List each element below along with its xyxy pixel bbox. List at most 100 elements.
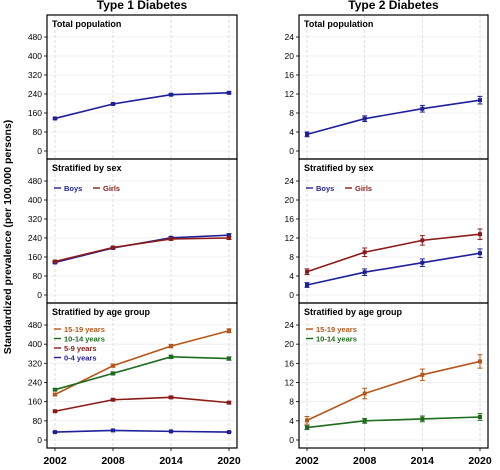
data-point <box>111 363 115 368</box>
data-point <box>53 116 57 121</box>
series-girls <box>304 228 483 276</box>
x-tick-label: 2002 <box>43 455 67 467</box>
y-tick-label: 16 <box>285 214 295 224</box>
legend-label: Boys <box>64 184 82 193</box>
series-line <box>54 237 230 263</box>
data-point <box>227 233 231 238</box>
data-point <box>478 232 482 237</box>
data-point <box>420 372 425 377</box>
series-line <box>54 92 230 120</box>
data-point <box>111 397 115 402</box>
y-tick-label: 4 <box>289 271 294 281</box>
panel-frame <box>298 302 489 449</box>
panel-title: Stratified by sex <box>52 163 122 173</box>
series-line <box>306 233 481 273</box>
y-tick-label: 400 <box>28 339 42 349</box>
x-tick-label: 2002 <box>295 455 319 467</box>
data-point <box>227 430 231 435</box>
y-tick-label: 480 <box>28 32 42 42</box>
y-tick-label: 24 <box>285 32 295 42</box>
x-tick-label: 2020 <box>217 455 241 467</box>
data-point <box>227 328 231 333</box>
data-point <box>362 270 367 275</box>
series-line <box>306 360 481 422</box>
column-title: Type 2 Diabetes <box>348 0 439 12</box>
series-line <box>306 252 481 286</box>
data-point <box>478 415 482 419</box>
y-tick-label: 4 <box>289 416 294 426</box>
y-tick-label: 80 <box>33 416 43 426</box>
y-tick-label: 160 <box>28 108 42 118</box>
data-point <box>305 418 309 423</box>
y-tick-label: 480 <box>28 320 42 330</box>
series-girls <box>52 236 232 264</box>
data-point <box>305 283 309 288</box>
panel-type2-age: Stratified by age group 0 4 8 12 16 20 24 2002 20… <box>285 302 492 467</box>
series-total <box>52 90 232 121</box>
legend-label: Boys <box>316 184 334 193</box>
data-point <box>53 430 57 435</box>
legend-label: 10-14 years <box>64 335 105 344</box>
panel-type1-age: Stratified by age group 0 80 160 240 320 400 48… <box>28 302 241 467</box>
y-tick-label: 240 <box>28 89 42 99</box>
y-tick-label: 80 <box>33 271 43 281</box>
legend-label: 15-19 years <box>64 325 105 334</box>
legend-label: 0-4 years <box>64 354 97 363</box>
legend: Boys Girls <box>54 184 120 193</box>
data-point <box>305 269 309 274</box>
data-point <box>362 250 367 255</box>
data-point <box>53 259 57 264</box>
series-line <box>54 234 230 264</box>
series-10-14-years <box>52 354 232 392</box>
data-point <box>305 425 309 430</box>
y-tick-label: 20 <box>285 339 295 349</box>
data-point <box>169 236 173 241</box>
y-tick-label: 400 <box>28 51 42 61</box>
y-tick-label: 8 <box>289 252 294 262</box>
data-point <box>227 356 231 361</box>
data-point <box>227 90 231 95</box>
data-point <box>53 409 57 414</box>
series-15-19-years <box>52 328 232 397</box>
data-point <box>169 429 173 434</box>
panel-title: Total population <box>304 19 373 29</box>
data-point <box>227 236 231 240</box>
y-tick-label: 0 <box>289 290 294 300</box>
panel-title: Stratified by age group <box>52 307 151 317</box>
y-tick-label: 8 <box>289 397 294 407</box>
series-line <box>54 396 230 413</box>
data-point <box>362 418 367 423</box>
x-tick-label: 2014 <box>411 455 435 467</box>
data-point <box>478 359 482 364</box>
y-tick-label: 320 <box>28 358 42 368</box>
legend-label: 10-14 years <box>316 335 357 344</box>
series-line <box>306 416 481 429</box>
y-tick-label: 20 <box>285 195 295 205</box>
y-tick-label: 16 <box>285 70 295 80</box>
panel-type1-sex: Stratified by sex 0 80 160 240 320 400 480 Boys G… <box>28 158 238 304</box>
panel-frame <box>46 302 238 449</box>
y-tick-label: 24 <box>285 176 295 186</box>
data-point <box>111 371 115 376</box>
data-point <box>169 354 173 359</box>
panel-type2-total: Type 2 Diabetes Total population 0 4 8 12 16 20… <box>285 0 489 160</box>
x-tick-label: 2014 <box>159 455 183 467</box>
y-tick-label: 24 <box>285 320 295 330</box>
y-tick-label: 240 <box>28 233 42 243</box>
y-tick-label: 240 <box>28 378 42 388</box>
data-point <box>111 101 115 106</box>
y-tick-label: 20 <box>285 51 295 61</box>
y-tick-label: 0 <box>37 290 42 300</box>
data-point <box>305 132 309 137</box>
legend: Boys Girls <box>306 184 372 193</box>
data-point <box>227 400 231 405</box>
y-tick-label: 16 <box>285 358 295 368</box>
y-tick-label: 12 <box>285 89 295 99</box>
y-tick-label: 480 <box>28 176 42 186</box>
data-point <box>111 245 115 250</box>
series-boys <box>304 248 483 288</box>
legend-label: 15-19 years <box>316 325 357 334</box>
